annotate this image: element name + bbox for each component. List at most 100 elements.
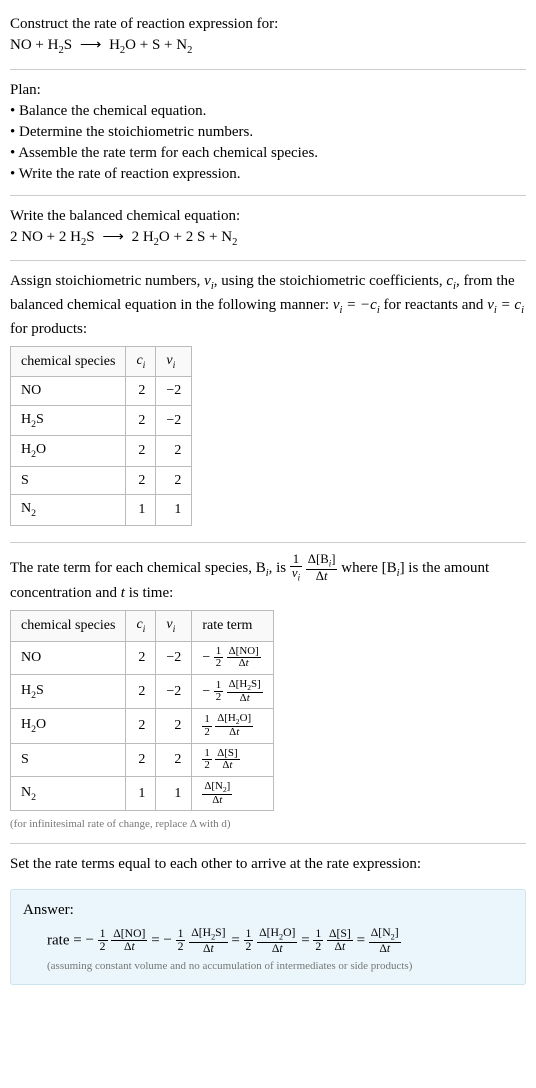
cell-species: S [11, 466, 126, 495]
table-row: NO2−2− 12 Δ[NO]Δt [11, 641, 274, 674]
table-row: NO2−2 [11, 377, 192, 406]
coef-frac: 12 [98, 928, 108, 954]
cell-ci: 1 [126, 776, 156, 811]
divider [10, 195, 526, 196]
cell-nui: 2 [156, 436, 192, 467]
plan-item: Balance the chemical equation. [10, 101, 526, 122]
cell-ci: 2 [126, 377, 156, 406]
cell-species: N2 [11, 495, 126, 526]
plan-heading: Plan: [10, 80, 526, 101]
answer-assumption: (assuming constant volume and no accumul… [47, 959, 513, 974]
plan-section: Plan: Balance the chemical equation. Det… [10, 74, 526, 191]
rel-reactants: νi = −ci [333, 297, 380, 313]
conc-frac: Δ[NO]Δt [111, 928, 147, 954]
cell-ci: 2 [126, 405, 156, 436]
cell-species: NO [11, 377, 126, 406]
col-nui: νi [156, 611, 192, 642]
balanced-lhs: 2 NO + 2 H2S [10, 229, 95, 245]
conc-frac: Δ[N2]Δt [202, 781, 232, 807]
cell-nui: −2 [156, 377, 192, 406]
col-species: chemical species [11, 346, 126, 377]
frac-1-over-nu: 1 νi [290, 553, 302, 583]
cell-species: N2 [11, 776, 126, 811]
cell-nui: −2 [156, 674, 192, 709]
balanced-rhs: 2 H2O + 2 S + N2 [132, 229, 238, 245]
conc-frac: Δ[N2]Δt [369, 927, 401, 955]
cell-ci: 2 [126, 674, 156, 709]
cell-species: H2S [11, 674, 126, 709]
title-section: Construct the rate of reaction expressio… [10, 8, 526, 65]
divider [10, 843, 526, 844]
col-ci: ci [126, 611, 156, 642]
rate-label: rate = [47, 932, 85, 948]
stoich-table: chemical species ci νi NO2−2H2S2−2H2O22S… [10, 346, 192, 526]
rate-term-table: chemical species ci νi rate term NO2−2− … [10, 610, 274, 811]
answer-box: Answer: rate = − 12 Δ[NO]Δt = − 12 Δ[H2S… [10, 889, 526, 986]
divider [10, 542, 526, 543]
conc-frac: Δ[S]Δt [215, 748, 239, 772]
coef-frac: 12 [202, 714, 211, 738]
table-row: H2O2212 Δ[H2O]Δt [11, 709, 274, 744]
col-species: chemical species [11, 611, 126, 642]
rate-term-section: The rate term for each chemical species,… [10, 547, 526, 839]
stoich-text: Assign stoichiometric numbers, νi, using… [10, 273, 524, 336]
table-row: H2S2−2− 12 Δ[H2S]Δt [11, 674, 274, 709]
answer-rate-expression: rate = − 12 Δ[NO]Δt = − 12 Δ[H2S]Δt = 12… [47, 927, 513, 955]
set-equal-text: Set the rate terms equal to each other t… [10, 854, 526, 875]
cell-nui: 2 [156, 709, 192, 744]
cell-rate-term: Δ[N2]Δt [192, 776, 273, 811]
cell-ci: 2 [126, 436, 156, 467]
cell-rate-term: 12 Δ[H2O]Δt [192, 709, 273, 744]
cell-rate-term: 12 Δ[S]Δt [192, 743, 273, 776]
cell-nui: 1 [156, 776, 192, 811]
cell-species: NO [11, 641, 126, 674]
col-ci: ci [126, 346, 156, 377]
coef-frac: 12 [313, 928, 323, 954]
conc-frac: Δ[NO]Δt [227, 646, 261, 670]
table-row: H2O22 [11, 436, 192, 467]
table-row: N211 [11, 495, 192, 526]
table-row: S22 [11, 466, 192, 495]
answer-label: Answer: [23, 900, 513, 921]
cell-nui: 1 [156, 495, 192, 526]
table-row: H2S2−2 [11, 405, 192, 436]
divider [10, 260, 526, 261]
cell-species: H2O [11, 436, 126, 467]
coef-frac: 12 [202, 748, 211, 772]
table-header-row: chemical species ci νi [11, 346, 192, 377]
divider [10, 69, 526, 70]
cell-ci: 2 [126, 709, 156, 744]
balanced-section: Write the balanced chemical equation: 2 … [10, 200, 526, 257]
unbalanced-equation: NO + H2S ⟶ H2O + S + N2 [10, 35, 526, 59]
cell-ci: 2 [126, 466, 156, 495]
conc-frac: Δ[H2O]Δt [215, 713, 253, 739]
cell-nui: −2 [156, 405, 192, 436]
cell-nui: −2 [156, 641, 192, 674]
infinitesimal-note: (for infinitesimal rate of change, repla… [10, 817, 526, 832]
coef-frac: 12 [214, 680, 223, 704]
plan-item: Assemble the rate term for each chemical… [10, 143, 526, 164]
unbalanced-rhs: H2O + S + N2 [109, 37, 192, 53]
arrow-icon: ⟶ [80, 35, 102, 56]
cell-nui: 2 [156, 466, 192, 495]
rel-products: νi = ci [487, 297, 524, 313]
arrow-icon: ⟶ [102, 227, 124, 248]
balanced-equation: 2 NO + 2 H2S ⟶ 2 H2O + 2 S + N2 [10, 227, 526, 251]
cell-rate-term: − 12 Δ[H2S]Δt [192, 674, 273, 709]
cell-rate-term: − 12 Δ[NO]Δt [192, 641, 273, 674]
cell-species: H2O [11, 709, 126, 744]
set-equal-section: Set the rate terms equal to each other t… [10, 848, 526, 881]
rate-term-text: The rate term for each chemical species,… [10, 560, 489, 602]
coef-frac: 12 [244, 928, 254, 954]
cell-nui: 2 [156, 743, 192, 776]
plan-list: Balance the chemical equation. Determine… [10, 101, 526, 185]
unbalanced-lhs: NO + H2S [10, 37, 72, 53]
cell-ci: 2 [126, 743, 156, 776]
conc-frac: Δ[S]Δt [327, 928, 353, 954]
plan-item: Write the rate of reaction expression. [10, 164, 526, 185]
frac-dBi-dt: Δ[Bi] Δt [306, 553, 338, 583]
cell-species: H2S [11, 405, 126, 436]
plan-item: Determine the stoichiometric numbers. [10, 122, 526, 143]
cell-species: S [11, 743, 126, 776]
c-i: ci [446, 273, 456, 289]
